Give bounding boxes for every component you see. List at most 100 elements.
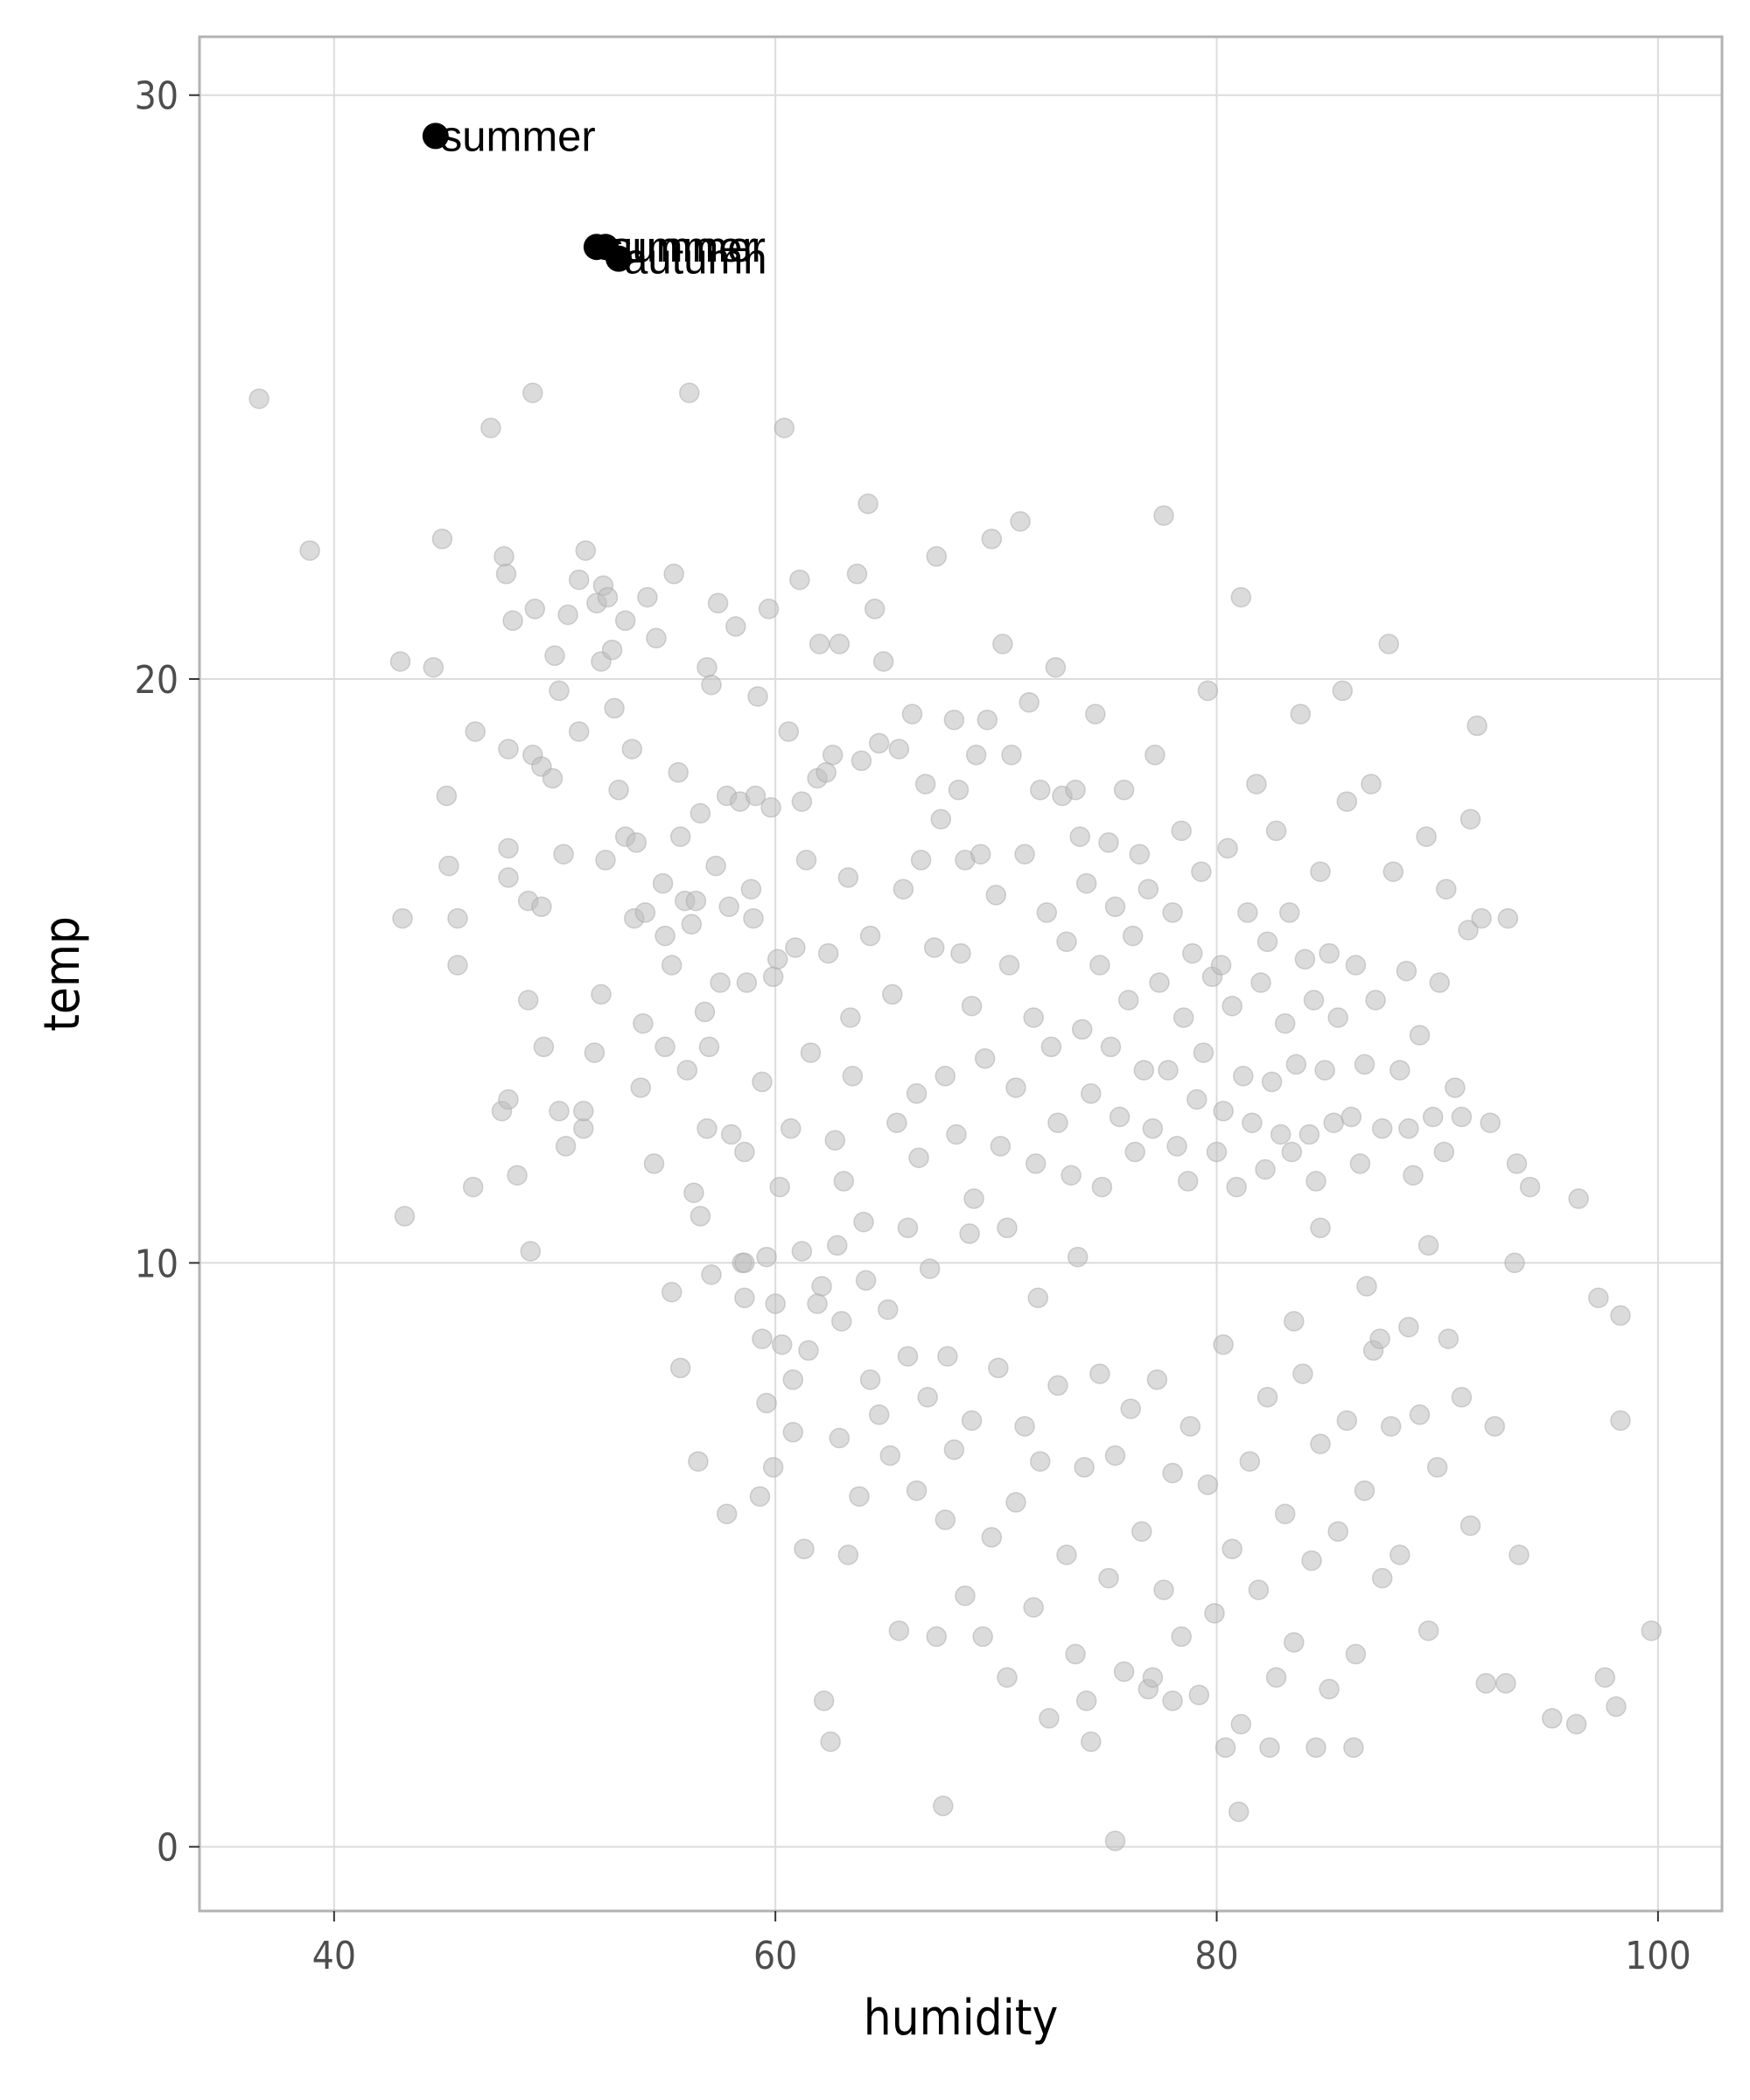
data-point [573,1118,594,1139]
data-point [1278,902,1300,923]
data-point [888,738,910,760]
data-point [1429,972,1450,993]
data-point [1005,1077,1026,1098]
data-point [1327,1521,1348,1543]
data-point [1206,1141,1228,1163]
data-point [816,762,836,783]
data-point [837,867,859,888]
data-point [933,1796,954,1816]
x-tick-label: 100 [1625,1934,1691,1978]
data-point [1371,1567,1393,1589]
data-point [1284,1311,1305,1332]
data-point [601,639,623,661]
data-point [934,1509,956,1530]
data-point [1390,1060,1410,1081]
data-point [436,785,458,807]
data-point [1319,942,1340,964]
data-point [668,762,689,783]
data-point [959,1223,980,1244]
point-label: autumn [624,236,766,284]
data-point [1519,1176,1541,1198]
data-point [906,1480,928,1502]
data-point [1204,1602,1225,1624]
data-point [998,955,1020,976]
data-point [725,616,746,637]
data-point [961,995,983,1017]
data-point [1104,1445,1126,1466]
data-point [859,925,881,947]
data-point [568,721,590,742]
data-point [1172,1007,1194,1028]
data-point [1162,1462,1183,1484]
data-point [1056,1544,1077,1565]
data-point [716,1503,738,1524]
data-point [1246,774,1267,794]
data-point [785,937,806,958]
data-point [1117,990,1139,1011]
data-point [882,984,903,1005]
data-point [1230,586,1252,608]
data-point [743,907,764,929]
data-point [1256,931,1278,953]
data-point [950,942,971,964]
data-point [597,586,619,608]
data-point [1248,1579,1270,1600]
data-point [1023,1597,1044,1618]
data-point [798,1340,819,1362]
data-point [829,1427,850,1449]
data-point [943,1439,965,1460]
data-point [637,586,658,608]
data-point [879,1445,901,1466]
data-point [1371,1118,1393,1139]
data-point [740,878,762,900]
data-point [1336,791,1358,812]
data-point [1193,1042,1214,1063]
data-point [774,417,795,438]
data-point [872,651,894,672]
data-point [1109,1106,1130,1128]
data-point [447,955,468,976]
data-point [1303,990,1325,1011]
data-point [1233,1066,1254,1087]
data-point [494,546,514,567]
y-axis-title: temp [34,916,91,1032]
data-point [568,569,590,591]
data-point [669,1357,691,1379]
data-point [1292,1363,1313,1384]
data-point [926,1626,948,1648]
data-point [1369,1328,1390,1349]
x-tick-label: 60 [753,1934,797,1978]
data-point [595,850,616,871]
data-point [1301,1550,1322,1572]
data-point [1177,1171,1199,1192]
data-point [1230,1713,1252,1735]
data-point [522,382,543,403]
data-point [906,1083,928,1104]
data-point [747,686,768,707]
data-point [1036,902,1058,923]
data-point [829,634,850,654]
data-point [1409,1025,1431,1046]
data-point [734,1287,755,1309]
data-point [1343,1737,1364,1758]
data-point [621,738,643,760]
data-point [1075,872,1097,894]
data-point [1349,1153,1371,1174]
data-point [1460,1515,1481,1536]
data-point [1422,1106,1444,1128]
data-point [1398,1118,1419,1139]
data-point [573,1101,594,1122]
data-point [1239,1451,1261,1472]
data-point [701,674,722,696]
data-point [1336,1410,1358,1432]
data-point [1504,1252,1525,1274]
data-point [517,990,539,1011]
data-point [1162,902,1183,923]
data-point [1265,1667,1287,1688]
data-point [934,1066,956,1087]
data-point [1256,1387,1278,1408]
data-point [976,709,998,731]
data-point [997,1667,1018,1688]
data-point [299,540,320,561]
